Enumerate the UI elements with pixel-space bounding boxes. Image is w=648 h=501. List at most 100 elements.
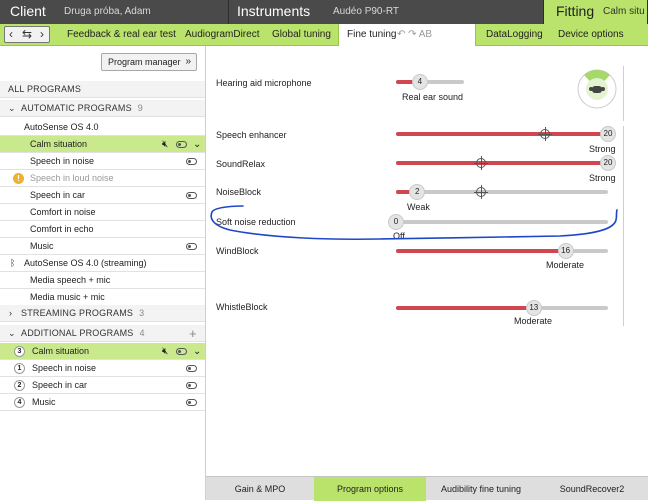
soundrelax-value-label: Strong [589, 173, 616, 183]
toggle-icon[interactable] [186, 365, 197, 372]
speech-enhancer-knob[interactable]: 20 [600, 126, 616, 142]
streaming-programs-header[interactable]: › STREAMING PROGRAMS 3 [0, 305, 205, 322]
additional-item-music[interactable]: 4 Music [0, 394, 205, 411]
all-programs-header[interactable]: ALL PROGRAMS [0, 81, 205, 98]
soft-noise-reduction-knob[interactable]: 0 [388, 214, 404, 230]
soundrelax-slider[interactable] [396, 161, 608, 165]
autosense-group[interactable]: AutoSense OS 4.0 [0, 119, 205, 136]
speech-enhancer-slider[interactable] [396, 132, 608, 136]
forward-icon[interactable]: › [40, 27, 44, 41]
additional-item-speech-in-car[interactable]: 2 Speech in car [0, 377, 205, 394]
program-item-music[interactable]: Music [0, 238, 205, 255]
tab-gain-mpo[interactable]: Gain & MPO [234, 484, 286, 494]
whistleblock-value-label: Moderate [514, 316, 553, 326]
microphone-slider-knob[interactable]: 4 [411, 74, 428, 90]
streaming-programs-label: STREAMING PROGRAMS [21, 308, 134, 318]
program-item-speech-in-noise[interactable]: Speech in noise [0, 153, 205, 170]
soundrelax-knob[interactable]: 20 [600, 155, 616, 171]
program-item-media-speech[interactable]: Media speech + mic [0, 272, 205, 289]
tab-feedback[interactable]: Feedback & real ear test [67, 29, 176, 40]
toggle-icon[interactable] [186, 382, 197, 389]
microphone-direction-icon[interactable] [576, 68, 618, 110]
program-number-badge: 3 [14, 346, 25, 357]
additional-programs-count: 4 [139, 328, 145, 338]
slider-fill [396, 249, 566, 253]
program-label: Media speech + mic [30, 275, 111, 285]
speaker-mute-icon[interactable]: 🔇︎ [162, 346, 169, 357]
additional-item-speech-in-noise[interactable]: 1 Speech in noise [0, 360, 205, 377]
right-divider [623, 66, 624, 121]
add-program-icon[interactable]: + [189, 326, 197, 341]
toggle-icon[interactable] [176, 348, 187, 355]
header-client-title: Client [10, 3, 46, 19]
speaker-mute-icon[interactable]: 🔇︎ [162, 139, 169, 150]
whistleblock-knob[interactable]: 13 [525, 300, 542, 316]
additional-item-calm-situation[interactable]: 3 Calm situation 🔇︎ ⌄ [0, 343, 205, 360]
program-label: Speech in noise [30, 156, 95, 166]
tab-program-options[interactable]: Program options [314, 477, 426, 501]
noiseblock-knob[interactable]: 2 [409, 184, 426, 200]
right-divider [623, 126, 624, 326]
microphone-slider[interactable] [396, 80, 464, 84]
chevron-down-icon[interactable]: ⌄ [193, 346, 202, 357]
tab-fine-tuning[interactable]: Fine tuning ↶ ↷ AB [338, 24, 476, 46]
tab-audibility-fine-tuning[interactable]: Audibility fine tuning [440, 484, 522, 494]
tab-global-tuning[interactable]: Global tuning [272, 29, 331, 40]
toggle-icon[interactable] [176, 141, 187, 148]
additional-programs-header[interactable]: ⌄ ADDITIONAL PROGRAMS 4 + [0, 325, 205, 342]
additional-programs-label: ADDITIONAL PROGRAMS [21, 328, 134, 338]
chevron-right-icon: › [9, 308, 13, 318]
slider-fill [396, 190, 418, 194]
warning-icon: ! [13, 173, 24, 184]
header-fitting-title: Fitting [556, 3, 595, 19]
header-client-section[interactable]: Client Druga próba, Adam [0, 0, 229, 24]
header-instruments-section[interactable]: Instruments Audéo P90-RT [229, 0, 544, 24]
nav-buttons[interactable]: ‹ ⇆ › [4, 26, 50, 43]
program-label: Calm situation [30, 139, 88, 149]
header-client-name: Druga próba, Adam [64, 6, 151, 17]
program-label: Speech in car [30, 190, 86, 200]
automatic-programs-header[interactable]: ⌄ AUTOMATIC PROGRAMS 9 [0, 100, 205, 117]
program-item-comfort-in-echo[interactable]: Comfort in echo [0, 221, 205, 238]
program-number-badge: 1 [14, 363, 25, 374]
whistleblock-slider[interactable] [396, 306, 608, 310]
windblock-knob[interactable]: 16 [557, 243, 574, 259]
program-manager-button[interactable]: Program manager » [101, 53, 197, 71]
tab-datalogging[interactable]: DataLogging [486, 29, 543, 40]
toggle-icon[interactable] [186, 243, 197, 250]
toggle-icon[interactable] [186, 399, 197, 406]
microphone-label: Hearing aid microphone [216, 78, 312, 88]
program-item-speech-in-car[interactable]: Speech in car [0, 187, 205, 204]
undo-redo-ab-icons[interactable]: ↶ ↷ AB [397, 29, 433, 40]
toggle-icon[interactable] [186, 192, 197, 199]
program-label: Comfort in echo [30, 224, 94, 234]
tab-fine-tuning-label: Fine tuning [347, 29, 397, 40]
program-item-speech-in-loud-noise[interactable]: ! Speech in loud noise [0, 170, 205, 187]
soft-noise-reduction-slider[interactable] [396, 220, 608, 224]
soft-noise-reduction-label: Soft noise reduction [216, 217, 296, 227]
tab-device-options[interactable]: Device options [558, 29, 624, 40]
toggle-icon[interactable] [186, 158, 197, 165]
program-item-media-music[interactable]: Media music + mic [0, 289, 205, 306]
noiseblock-slider[interactable] [396, 190, 608, 194]
tab-audiogram-direct[interactable]: AudiogramDirect [185, 29, 260, 40]
program-list-panel: Program manager » ALL PROGRAMS ⌄ AUTOMAT… [0, 46, 206, 500]
program-label: Media music + mic [30, 292, 105, 302]
chevron-down-icon[interactable]: ⌄ [193, 139, 202, 150]
bluetooth-icon: ᛒ [10, 258, 16, 268]
soundrelax-label: SoundRelax [216, 159, 266, 169]
tab-soundrecover2[interactable]: SoundRecover2 [559, 484, 625, 494]
program-label: Speech in loud noise [30, 173, 114, 183]
header-fitting-section[interactable]: Fitting Calm situ [544, 0, 648, 24]
program-label: Speech in noise [32, 363, 97, 373]
program-manager-label: Program manager [108, 57, 181, 67]
swap-ears-icon[interactable]: ⇆ [22, 27, 33, 41]
microphone-value-label: Real ear sound [402, 92, 464, 102]
program-item-comfort-in-noise[interactable]: Comfort in noise [0, 204, 205, 221]
program-item-calm-situation[interactable]: Calm situation 🔇︎ ⌄ [0, 136, 205, 153]
windblock-slider[interactable] [396, 249, 608, 253]
windblock-label: WindBlock [216, 246, 259, 256]
autosense-streaming-group[interactable]: ᛒ AutoSense OS 4.0 (streaming) [0, 255, 205, 272]
header-instrument-model: Audéo P90-RT [333, 6, 399, 17]
back-icon[interactable]: ‹ [9, 27, 13, 41]
